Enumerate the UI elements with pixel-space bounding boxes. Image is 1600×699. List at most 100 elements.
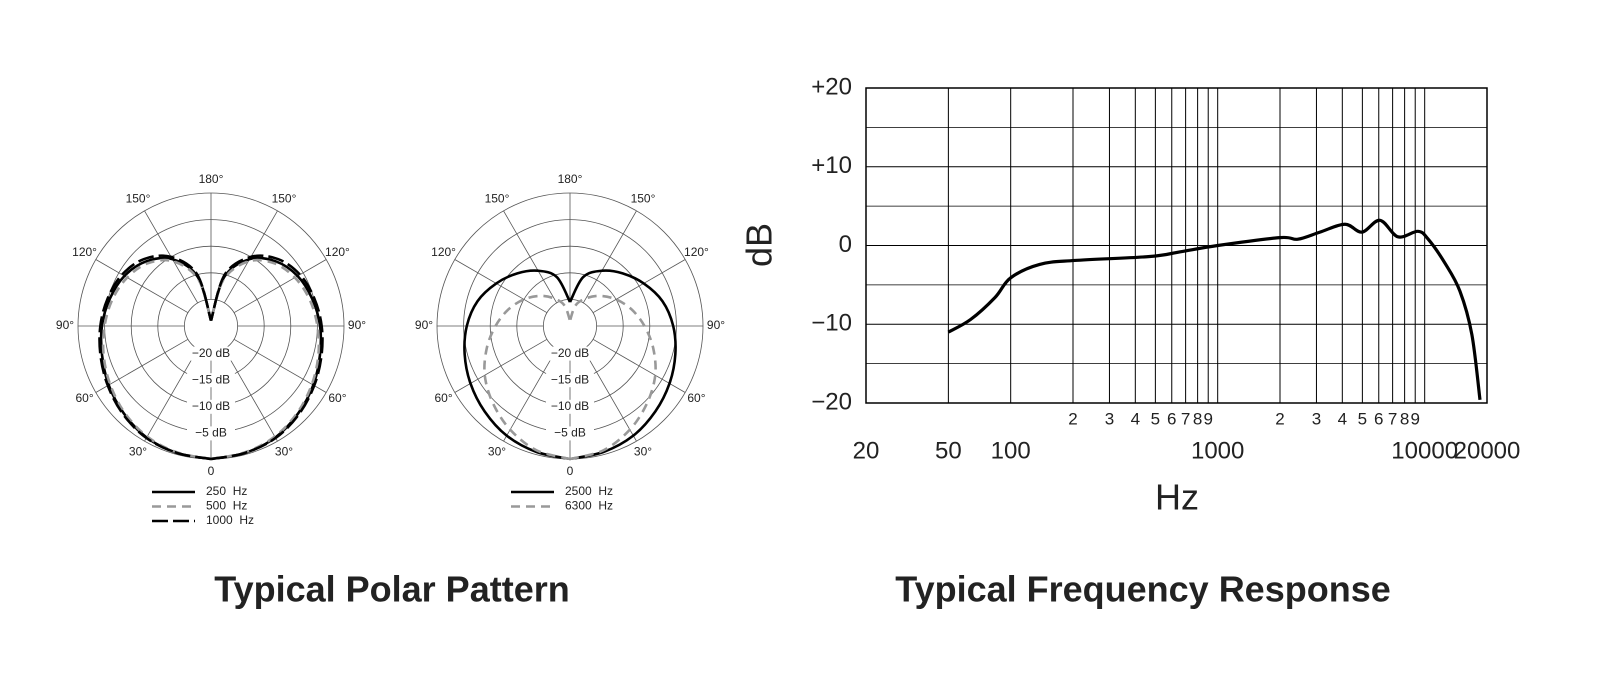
polar-spoke [454,259,548,314]
label-background [187,399,235,414]
angle-label: 60° [75,391,93,405]
angle-label: 60° [687,391,705,405]
y-tick-label: −10 [811,310,852,337]
x-tick-label: 9 [1410,409,1419,428]
polar-spoke [233,259,327,314]
radial-label: −5 dB [195,426,227,440]
radial-label: −20 dB [192,346,230,360]
angle-label: 60° [434,391,452,405]
angle-label: 30° [275,445,293,459]
angle-label: 120° [431,245,456,259]
label-background [187,346,235,361]
radial-label: −5 dB [554,426,586,440]
polar-ring [183,298,238,353]
response-line [947,218,1482,401]
polar-ring [543,298,598,353]
polar-spoke [592,259,686,314]
y-tick-label: 0 [839,231,852,258]
polar-spoke [233,338,327,393]
label-background [546,373,594,388]
angle-label: 180° [558,172,583,186]
x-tick-label: 2 [1275,409,1284,428]
x-tick-label: 2 [1068,409,1077,428]
y-tick-label: +10 [811,152,852,179]
angle-label: 150° [126,192,151,206]
angle-label: 180° [199,172,224,186]
angle-label: 120° [325,245,350,259]
angle-label: 120° [72,245,97,259]
angle-label: 90° [707,318,725,332]
label-background [546,346,594,361]
angle-label: 60° [328,391,346,405]
x-tick-label: 6 [1374,409,1383,428]
polar-spoke [223,348,278,442]
angle-label: 0 [208,464,215,478]
polar-curve [483,294,572,461]
angle-label: 90° [56,318,74,332]
polar-curve [209,258,321,461]
y-axis-label: dB [739,223,780,267]
legend-label: 2500 Hz [565,484,613,498]
radial-label: −15 dB [192,372,230,386]
x-tick-label: 9 [1203,409,1212,428]
x-tick-label: 4 [1131,409,1140,428]
x-tick-label: 3 [1312,409,1321,428]
polar-curve [101,258,213,461]
angle-label: 150° [485,192,510,206]
angle-label: 90° [415,318,433,332]
polar-curve [568,294,657,461]
x-tick-label: 8 [1400,409,1409,428]
polar-spoke [582,348,637,442]
frequency-title: Typical Frequency Response [895,569,1391,610]
polar-spoke [454,338,548,393]
x-tick-label: 4 [1338,409,1347,428]
polar-curve [98,254,213,461]
x-tick-label: 6 [1167,409,1176,428]
x-tick-label: 5 [1358,409,1367,428]
x-tick-label: 1000 [1191,437,1244,464]
radial-label: −20 dB [551,346,589,360]
polar-spoke [592,338,686,393]
polar-curve [463,269,572,461]
polar-spoke [503,348,558,442]
x-tick-label: 100 [991,437,1031,464]
angle-label: 30° [129,445,147,459]
x-tick-label: 10000 [1391,437,1458,464]
radial-label: −10 dB [192,399,230,413]
angle-label: 0 [567,464,574,478]
x-tick-label: 20000 [1454,437,1521,464]
radial-label: −10 dB [551,399,589,413]
radial-label: −15 dB [551,372,589,386]
x-axis-label: Hz [1155,477,1199,518]
polar-curve [568,269,677,461]
x-tick-label: 7 [1388,409,1397,428]
angle-label: 90° [348,318,366,332]
polar-curve [209,254,324,461]
x-tick-label: 8 [1193,409,1202,428]
label-background [187,426,235,441]
legend-label: 6300 Hz [565,499,613,513]
legend-label: 250 Hz [206,484,247,498]
label-background [546,426,594,441]
x-tick-label: 50 [935,437,962,464]
angle-label: 150° [272,192,297,206]
x-tick-label: 3 [1105,409,1114,428]
angle-label: 150° [631,192,656,206]
polar-spoke [144,348,199,442]
x-tick-label: 20 [853,437,880,464]
polar-spoke [582,210,637,304]
y-tick-label: −20 [811,388,852,415]
angle-label: 120° [684,245,709,259]
angle-label: 30° [488,445,506,459]
polar-spoke [503,210,558,304]
x-tick-label: 5 [1151,409,1160,428]
legend-label: 500 Hz [206,499,247,513]
label-background [187,373,235,388]
label-background [546,399,594,414]
polar-spoke [95,338,189,393]
angle-label: 30° [634,445,652,459]
x-tick-label: 7 [1181,409,1190,428]
legend-label: 1000 Hz [206,513,254,527]
polar-title: Typical Polar Pattern [214,569,569,610]
